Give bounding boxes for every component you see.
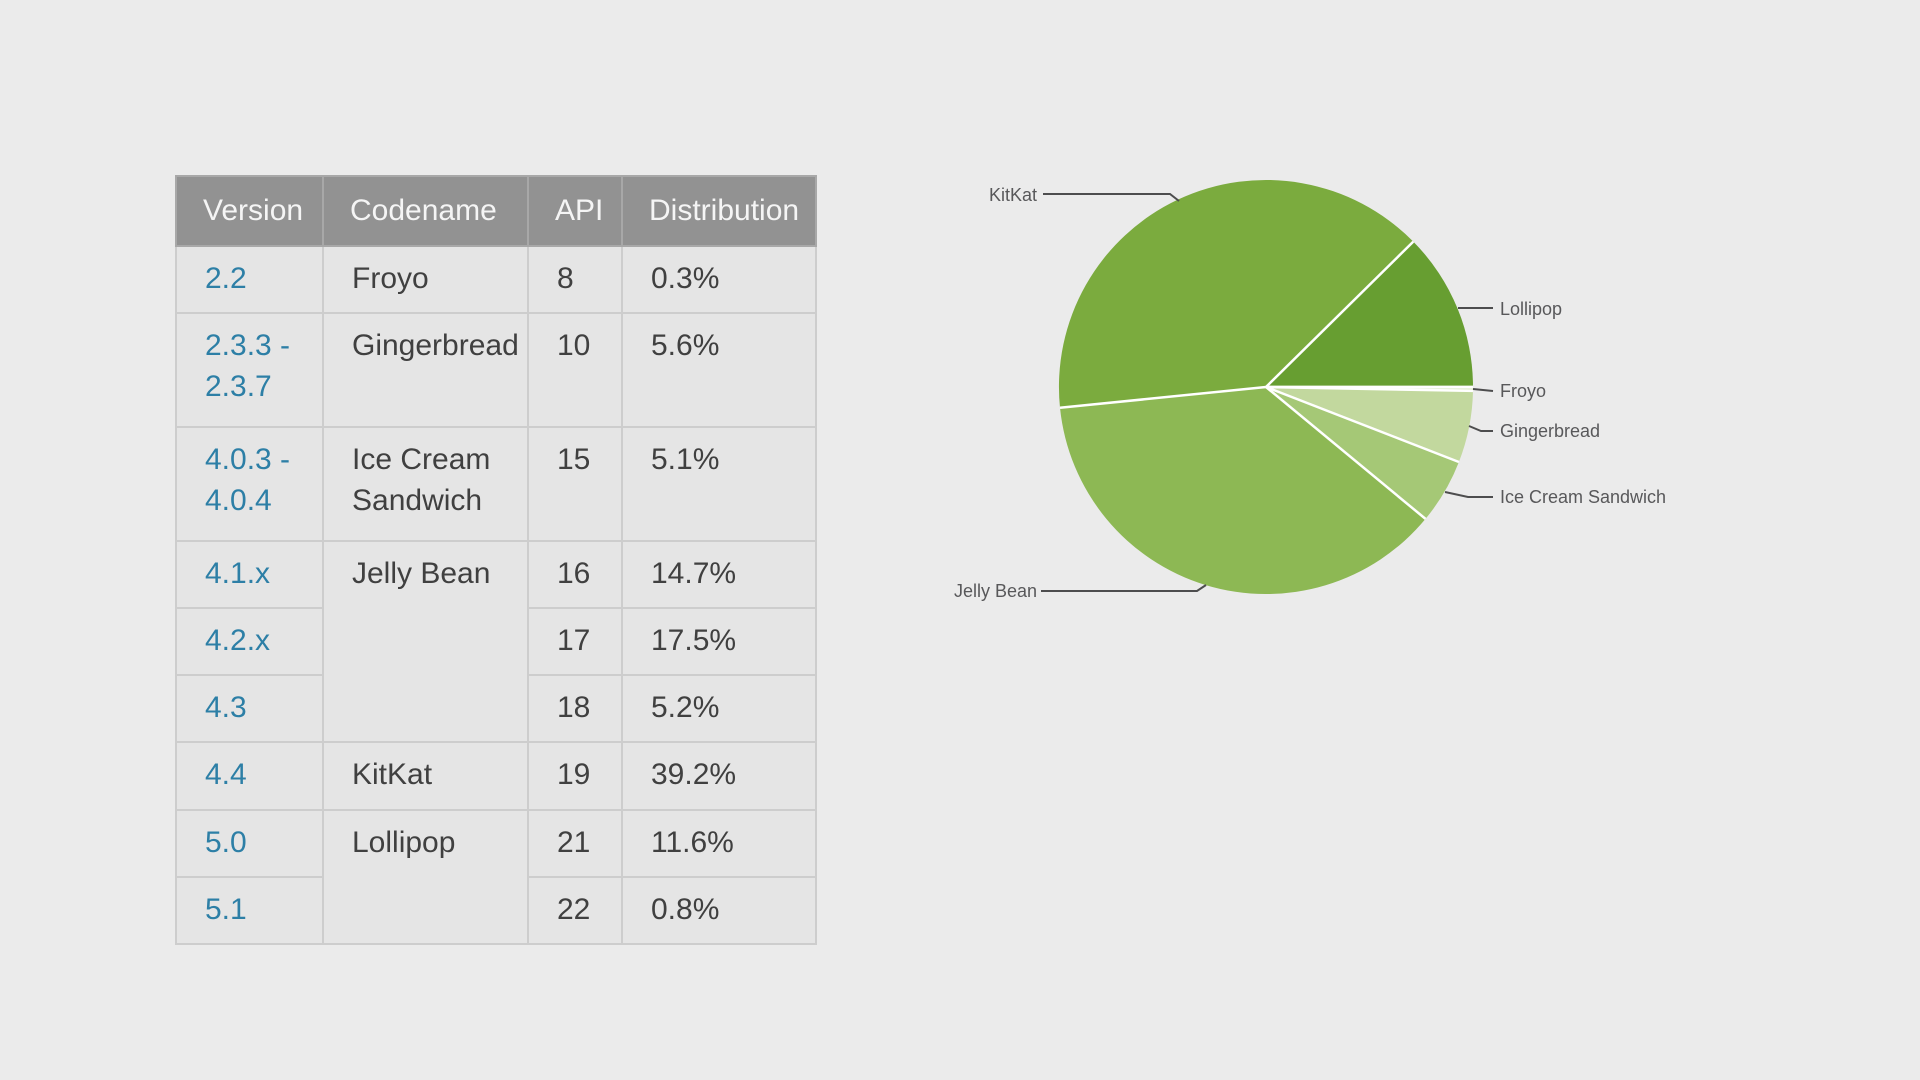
version-link-2-3-3[interactable]: 2.3.3 - 2.3.7: [205, 329, 291, 403]
version-link-5-0[interactable]: 5.0: [205, 826, 247, 859]
api-cell: 10: [527, 312, 623, 428]
pie-slice-gingerbread[interactable]: [1266, 387, 1473, 462]
table-row-lollipop-21: 5.0 Lollipop 21 11.6%: [175, 809, 817, 945]
pie-callout-connectors: [1041, 193, 1494, 592]
api-cell: 19: [527, 741, 623, 811]
pie-slice-divider: [1265, 240, 1415, 388]
version-cell: 4.3: [175, 674, 324, 743]
distribution-cell: 39.2%: [621, 741, 817, 811]
distribution-cell: 0.8%: [621, 876, 817, 945]
table-row-ice-cream-sandwich: 4.0.3 - 4.0.4 Ice Cream Sandwich 15 5.1%: [175, 426, 817, 542]
version-cell: 2.2: [175, 245, 324, 314]
distribution-cell: 5.6%: [621, 312, 817, 428]
api-cell: 16: [527, 540, 623, 609]
api-cell: 22: [527, 876, 623, 945]
pie-slice-divider: [1265, 385, 1460, 464]
api-cell: 17: [527, 607, 623, 676]
api-cell: 21: [527, 809, 623, 878]
connector-jelly-bean: [1041, 584, 1207, 592]
pie-slice-kitkat[interactable]: [1058, 179, 1414, 408]
header-distribution: Distribution: [621, 175, 817, 247]
connector-kitkat: [1043, 193, 1180, 202]
table-row-jelly-bean-17: 4.2.x 17 17.5%: [175, 607, 817, 676]
codename-cell: Ice Cream Sandwich: [322, 426, 529, 542]
version-cell: 4.2.x: [175, 607, 324, 676]
distribution-cell: 14.7%: [621, 540, 817, 609]
distribution-cell: 5.1%: [621, 426, 817, 542]
pie-slice-lollipop[interactable]: [1266, 241, 1473, 387]
header-codename: Codename: [322, 175, 529, 247]
codename-cell: Froyo: [322, 245, 529, 314]
pie-label-lollipop: Lollipop: [1500, 299, 1562, 319]
pie-slice-divider: [1265, 386, 1427, 520]
codename-cell: KitKat: [322, 741, 529, 811]
version-cell: 4.4: [175, 741, 324, 811]
api-cell: 18: [527, 674, 623, 743]
table-row-froyo: 2.2 Froyo 8 0.3%: [175, 245, 817, 314]
table-row-kitkat: 4.4 KitKat 19 39.2%: [175, 741, 817, 811]
version-link-4-3[interactable]: 4.3: [205, 691, 247, 724]
pie-slice-jelly-bean[interactable]: [1060, 387, 1426, 595]
table-row-gingerbread: 2.3.3 - 2.3.7 Gingerbread 10 5.6%: [175, 312, 817, 428]
table-row-jelly-bean-18: 4.3 18 5.2%: [175, 674, 817, 743]
distribution-cell: 0.3%: [621, 245, 817, 314]
connector-gingerbread: [1468, 425, 1493, 432]
pie-slices-group: [1058, 179, 1474, 595]
pie-label-gingerbread: Gingerbread: [1500, 421, 1600, 441]
version-cell: 2.3.3 - 2.3.7: [175, 312, 324, 428]
api-cell: 8: [527, 245, 623, 314]
header-version: Version: [175, 175, 324, 247]
version-link-5-1[interactable]: 5.1: [205, 893, 247, 926]
pie-slice-divider: [1059, 385, 1267, 410]
version-distribution-table: Version Codename API Distribution 2.2 Fr…: [175, 175, 817, 945]
pie-label-ice-cream-sandwich: Ice Cream Sandwich: [1500, 487, 1666, 507]
version-link-4-0-3[interactable]: 4.0.3 - 4.0.4: [205, 443, 291, 517]
distribution-cell: 5.2%: [621, 674, 817, 743]
table-row-lollipop-22: 5.1 22 0.8%: [175, 876, 817, 945]
table-header-row: Version Codename API Distribution: [175, 175, 817, 247]
pie-label-kitkat: KitKat: [989, 185, 1037, 205]
connector-froyo: [1472, 388, 1494, 392]
header-api: API: [527, 175, 623, 247]
pie-label-froyo: Froyo: [1500, 381, 1546, 401]
version-link-4-2-x[interactable]: 4.2.x: [205, 624, 271, 657]
version-cell: 5.0: [175, 809, 324, 878]
version-link-4-4[interactable]: 4.4: [205, 758, 247, 791]
version-cell: 4.1.x: [175, 540, 324, 609]
pie-callout-labels: KitKat Lollipop Froyo Gingerbread Ice Cr…: [954, 185, 1666, 601]
codename-cell: Lollipop: [322, 809, 529, 945]
distribution-cell: 11.6%: [621, 809, 817, 878]
version-link-2-2[interactable]: 2.2: [205, 262, 247, 295]
api-cell: 15: [527, 426, 623, 542]
version-link-4-1-x[interactable]: 4.1.x: [205, 557, 271, 590]
version-cell: 5.1: [175, 876, 324, 945]
pie-slice-ice-cream-sandwich[interactable]: [1266, 387, 1459, 519]
table-row-jelly-bean-16: 4.1.x Jelly Bean 16 14.7%: [175, 540, 817, 743]
distribution-cell: 17.5%: [621, 607, 817, 676]
pie-label-jelly-bean: Jelly Bean: [954, 581, 1037, 601]
codename-cell: Gingerbread: [322, 312, 529, 428]
version-cell: 4.0.3 - 4.0.4: [175, 426, 324, 542]
connector-ice-cream-sandwich: [1444, 491, 1493, 498]
codename-cell: Jelly Bean: [322, 540, 529, 743]
